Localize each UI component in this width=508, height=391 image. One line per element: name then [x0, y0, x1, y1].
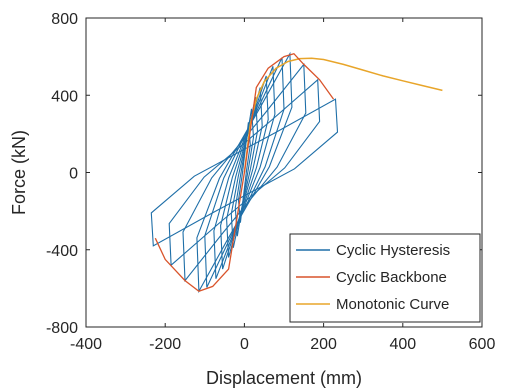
legend-entry-cyclic-backbone: Cyclic Backbone — [336, 269, 447, 286]
tick-marks — [85, 17, 483, 328]
hysteresis-loop — [237, 122, 251, 223]
hysteresis-loop — [150, 98, 339, 247]
plot-area — [85, 17, 483, 328]
legend-box — [289, 233, 481, 323]
y-tick-label: -800 — [46, 320, 78, 337]
hysteresis-loop — [220, 75, 269, 270]
x-tick-label: 200 — [310, 336, 337, 353]
x-tick-label: -400 — [70, 336, 102, 353]
y-tick-label: -400 — [46, 243, 78, 260]
y-axis-label: Force (kN) — [9, 130, 29, 215]
legend: Cyclic Hysteresis Cyclic Backbone Monoto… — [289, 233, 481, 323]
monotonic-curve-line — [243, 57, 443, 173]
legend-entry-monotonic-curve: Monotonic Curve — [336, 296, 449, 313]
hysteresis-loop — [213, 66, 276, 279]
hysteresis-loop — [234, 108, 255, 237]
x-tick-labels: -400 -200 0 200 400 600 — [70, 336, 495, 353]
legend-entry-cyclic-hysteresis: Cyclic Hysteresis — [336, 242, 450, 259]
x-tick-label: 0 — [240, 336, 249, 353]
y-tick-labels: -800 -400 0 400 800 — [46, 11, 78, 337]
y-tick-label: 400 — [51, 88, 78, 105]
x-tick-label: 600 — [469, 336, 496, 353]
y-tick-label: 0 — [69, 166, 78, 183]
x-axis-label: Displacement (mm) — [206, 368, 362, 388]
cyclic-hysteresis-series — [150, 51, 339, 294]
x-tick-label: 400 — [389, 336, 416, 353]
x-tick-label: -200 — [149, 336, 181, 353]
y-tick-label: 800 — [51, 11, 78, 28]
cyclic-backbone-line — [154, 52, 335, 293]
